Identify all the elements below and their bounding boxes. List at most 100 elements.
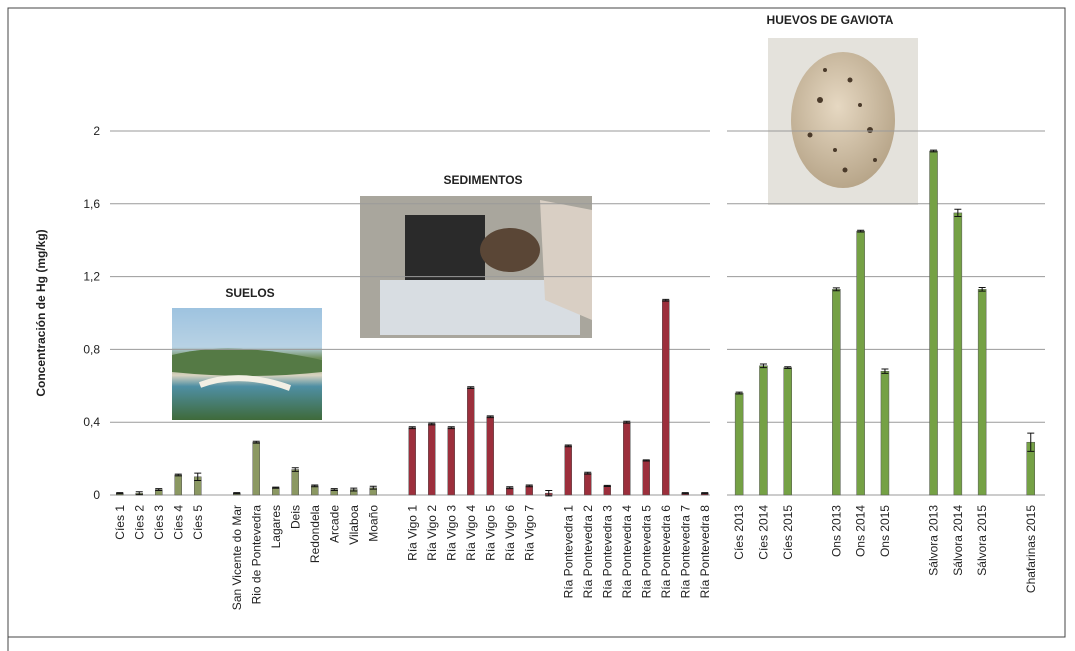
error-bar (954, 208, 962, 218)
x-tick-label: Ría Pontevedra 5 (639, 505, 653, 599)
error-bar (564, 444, 572, 448)
error-bar (759, 363, 767, 369)
error-bar (252, 440, 260, 444)
x-tick-label: Cíes 2013 (732, 505, 746, 560)
x-tick-label: Vilaboa (347, 505, 361, 545)
bar (174, 474, 182, 496)
x-tick-label: Cíes 2 (132, 505, 146, 540)
x-tick-label: Ría Pontevedra 4 (620, 505, 634, 599)
bar (856, 230, 865, 496)
annotation: SEDIMENTOS (443, 173, 522, 187)
error-bar (330, 488, 338, 491)
bar (467, 387, 475, 496)
bar (291, 469, 299, 496)
bar (486, 416, 494, 496)
error-bar (978, 287, 986, 292)
y-tick-label: 0,8 (83, 342, 100, 356)
error-bar (662, 298, 670, 302)
bar (564, 445, 572, 496)
annotation: SUELOS (225, 286, 274, 300)
bar (623, 421, 631, 496)
y-tick-label: 0 (93, 488, 100, 502)
x-tick-label: Cíes 3 (152, 505, 166, 540)
bar (734, 392, 744, 496)
x-tick-label: Cíes 1 (113, 505, 127, 540)
error-bar (116, 492, 124, 495)
bar (642, 460, 650, 496)
x-tick-label: Ría Pontevedra 8 (698, 505, 712, 599)
bar (783, 367, 792, 496)
x-tick-label: San Vicente do Mar (230, 505, 244, 610)
x-tick-label: Sálvora 2013 (927, 505, 941, 576)
error-bar (135, 491, 143, 496)
bar (662, 300, 670, 496)
bar (929, 150, 938, 496)
error-bar (832, 287, 840, 292)
x-tick-label: Ría Pontevedra 6 (659, 505, 673, 599)
x-tick-label: Ría Vigo 3 (444, 505, 458, 561)
x-tick-label: Deis (288, 505, 302, 529)
error-bar (525, 484, 533, 488)
error-bar (428, 422, 436, 426)
error-bar (623, 420, 631, 424)
x-tick-label: Ría Vigo 6 (503, 505, 517, 561)
annotation: HUEVOS DE GAVIOTA (767, 13, 894, 27)
bar (953, 212, 963, 496)
error-bar (447, 426, 455, 430)
error-bar (784, 366, 792, 370)
x-tick-label: Ría Pontevedra 2 (581, 505, 595, 599)
error-bar (174, 473, 182, 477)
error-bar (369, 485, 377, 490)
x-tick-label: Ría Vigo 1 (405, 505, 419, 561)
error-bar (881, 368, 889, 374)
y-tick-label: 1,6 (83, 197, 100, 211)
x-tick-label: Ría Vigo 7 (522, 505, 536, 561)
x-tick-label: Ons 2013 (829, 505, 843, 557)
x-tick-label: Moaño (366, 505, 380, 542)
bar (252, 441, 260, 496)
y-tick-label: 1,2 (83, 270, 100, 284)
error-bar (350, 487, 358, 492)
x-tick-label: Chafarinas 2015 (1024, 505, 1038, 593)
x-tick-label: Lagares (269, 505, 283, 548)
error-bar (603, 484, 611, 487)
error-bar (681, 492, 689, 495)
bar (603, 485, 611, 496)
error-bar (408, 426, 416, 430)
x-tick-label: Ría Vigo 5 (483, 505, 497, 561)
x-tick-label: Ría Pontevedra 7 (678, 505, 692, 599)
error-bar (311, 484, 319, 488)
error-bar (233, 492, 241, 495)
x-tick-label: Ría Pontevedra 1 (561, 505, 575, 599)
frame (7, 7, 1066, 638)
x-tick-label: Rio de Pontevedra (249, 505, 263, 605)
y-tick-label: 0,4 (83, 415, 100, 429)
bar (408, 427, 416, 496)
bar (880, 370, 890, 496)
bar (272, 487, 280, 496)
x-tick-label: Cíes 2015 (781, 505, 795, 560)
error-bar (291, 467, 299, 472)
x-tick-label: Ons 2014 (854, 505, 868, 557)
photo-sediment (360, 196, 592, 338)
bar (584, 472, 592, 496)
x-tick-label: Arcade (327, 505, 341, 543)
x-tick-label: Ría Vigo 2 (425, 505, 439, 561)
bar (759, 365, 768, 496)
error-bar (642, 459, 650, 462)
error-bar (155, 488, 163, 491)
x-tick-label: Ría Pontevedra 3 (600, 505, 614, 599)
error-bar (701, 492, 709, 495)
error-bar (930, 149, 938, 153)
y-tick-label: 2 (93, 124, 100, 138)
x-tick-label: Sálvora 2014 (951, 505, 965, 576)
error-bar (272, 486, 280, 489)
photo-soil (172, 308, 322, 420)
error-bar (545, 489, 553, 497)
x-tick-label: Cíes 5 (191, 505, 205, 540)
x-tick-label: Cíes 2014 (756, 505, 770, 560)
x-tick-label: Ons 2015 (878, 505, 892, 557)
bar (447, 427, 455, 496)
bar (832, 289, 841, 496)
